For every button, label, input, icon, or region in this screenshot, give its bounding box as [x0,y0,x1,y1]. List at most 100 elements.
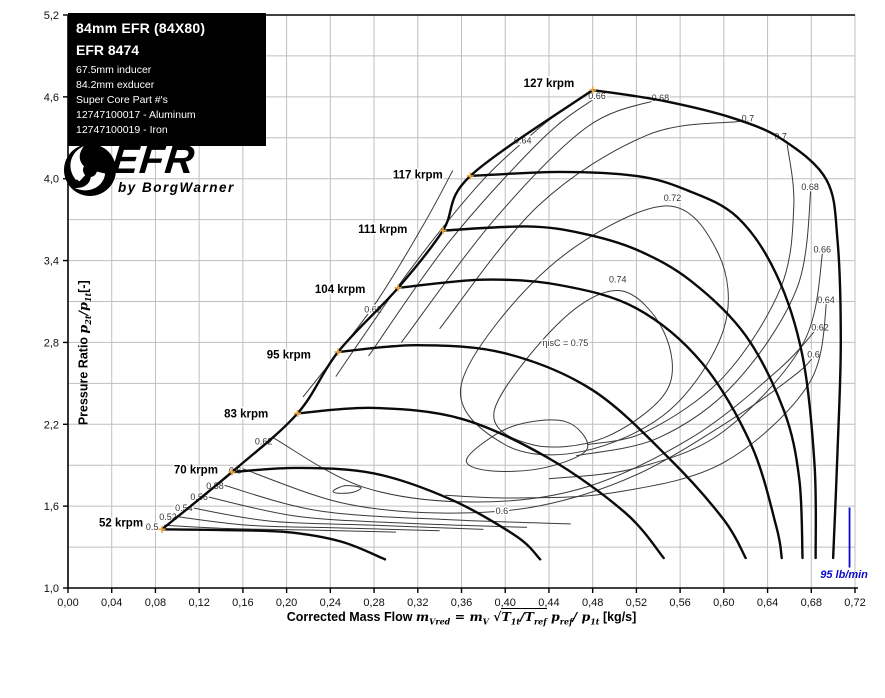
svg-text:4,6: 4,6 [44,92,59,104]
svg-text:111 krpm: 111 krpm [358,224,407,236]
contour-0.75: ηisC = 0.75 [465,337,590,472]
x-axis-title: Corrected Mass Flow mVred = mV √T1t/Tref… [286,608,637,627]
title-line-inducer: 67.5mm inducer [76,64,152,76]
y-axis-title: Pressure Ratio p2t/p1t[-] [75,280,93,426]
svg-text:0,56: 0,56 [669,597,690,609]
svg-text:3,4: 3,4 [44,256,59,268]
svg-text:2,2: 2,2 [44,419,59,431]
svg-text:117 krpm: 117 krpm [393,170,443,182]
surge-point-marker [439,227,447,235]
title-line-aluminum: 12747100017 - Aluminum [76,109,196,121]
svg-text:0,44: 0,44 [538,597,559,609]
y-axis-unit: [-] [76,280,91,293]
speed-lines: 52 krpm 70 krpm 83 krpm 95 krpm 104 krpm 111 … [97,77,842,561]
speed-line-52krpm: 52 krpm [97,516,387,561]
contour-0.72: 0.72 [459,191,729,456]
surge-point-marker [466,172,474,180]
contour-0.54: 0.54 [174,501,484,530]
speed-line-104krpm: 104 krpm [313,278,783,560]
svg-text:95 krpm: 95 krpm [267,350,311,362]
speed-line-127krpm: 127 krpm [522,77,842,560]
borgwarner-byline: by BorgWarner [118,180,235,195]
surge-point-marker [158,525,166,533]
svg-text:0,48: 0,48 [582,597,603,609]
svg-text:0.54: 0.54 [175,503,193,513]
svg-text:70 krpm: 70 krpm [174,464,218,476]
svg-text:0.62: 0.62 [364,305,382,315]
svg-text:4,0: 4,0 [44,174,59,186]
contour-0.68: 0.680.68 [400,92,820,457]
svg-text:0.72: 0.72 [664,193,682,203]
x-axis-title-text: Corrected Mass Flow [286,610,416,624]
svg-text:127 krpm: 127 krpm [524,78,575,90]
svg-text:0,00: 0,00 [57,597,78,609]
svg-text:0.66: 0.66 [813,245,831,255]
title-line-part: EFR 8474 [76,42,140,58]
svg-text:0,72: 0,72 [844,597,865,609]
surge-point-marker [589,86,597,94]
svg-text:0.6: 0.6 [807,350,820,360]
contour-0.64: 0.64 0.64 [335,110,836,499]
surge-point-marker [228,468,236,476]
contour-0.58: 0.58 [205,479,571,525]
surge-point-marker [334,348,342,356]
svg-text:0,60: 0,60 [713,597,734,609]
efr-borgwarner-logo: EFR by BorgWarner [60,138,240,202]
svg-text:0.62: 0.62 [255,436,273,446]
x-axis-tick-labels: 0,00 0,04 0,08 0,12 0,16 0,20 0,24 0,28 0,32 0,36… [57,588,866,609]
svg-text:0,20: 0,20 [276,597,297,609]
surge-point-marker [294,409,302,417]
svg-text:83 krpm: 83 krpm [224,408,268,420]
title-line-iron: 12747100019 - Iron [76,124,168,136]
title-line-model: 84mm EFR (84X80) [76,20,206,36]
efficiency-contours: 0.50.520.540.560.580.60.60.60.620.620.62… [144,90,836,534]
speed-line-70krpm: 70 krpm [172,463,542,561]
contour-0.5: 0.5 [144,521,396,534]
svg-text:5,2: 5,2 [44,10,59,22]
contour-0.6: 0.60.60.6 [227,348,821,517]
svg-text:0,32: 0,32 [407,597,428,609]
svg-text:0,08: 0,08 [145,597,166,609]
speed-line-95krpm: 95 krpm [265,343,747,560]
compressor-map-chart: 0,00 0,04 0,08 0,12 0,16 0,20 0,24 0,28 0,32 0,36… [44,10,868,609]
choke-flow-limit-label: 95 lb/min [820,569,868,581]
contour-0.62: 0.62 0.62 0.62 [253,170,830,503]
contour-0.52: 0.52 [158,511,440,532]
svg-text:0.64: 0.64 [514,136,532,146]
svg-text:0,52: 0,52 [626,597,647,609]
grid [68,15,856,588]
compressor-wheel-swirl-icon [64,144,116,196]
title-line-exducer: 84.2mm exducer [76,79,155,91]
svg-text:0,64: 0,64 [757,597,778,609]
svg-text:ηisC = 0.75: ηisC = 0.75 [542,338,588,348]
speed-line-83krpm: 83 krpm [223,406,665,560]
svg-text:0,12: 0,12 [188,597,209,609]
y-axis-title-text: Pressure Ratio [76,333,91,426]
svg-text:2,8: 2,8 [44,337,59,349]
svg-text:0,28: 0,28 [363,597,384,609]
contour-0.66: 0.660.66 [368,90,832,480]
title-line-supercore: Super Core Part #'s [76,94,168,106]
svg-text:0.5: 0.5 [146,522,159,532]
svg-text:0,16: 0,16 [232,597,253,609]
svg-text:0.6: 0.6 [496,506,509,516]
svg-text:52 krpm: 52 krpm [99,518,143,530]
surge-point-marker [394,284,402,292]
speed-line-117krpm: 117 krpm [391,168,818,560]
svg-text:1,6: 1,6 [44,501,59,513]
svg-text:1,0: 1,0 [44,583,59,595]
svg-text:0.62: 0.62 [811,322,829,332]
speed-line-111krpm: 111 krpm [357,223,804,560]
y-axis-tick-labels: 1,0 1,6 2,2 2,8 3,4 4,0 4,6 5,2 [44,10,68,595]
svg-text:0,04: 0,04 [101,597,122,609]
svg-text:0,36: 0,36 [451,597,472,609]
title-block: 84mm EFR (84X80) EFR 8474 67.5mm inducer… [68,13,266,146]
svg-text:0.64: 0.64 [817,295,835,305]
svg-text:0.74: 0.74 [609,275,627,285]
svg-text:0.68: 0.68 [801,182,819,192]
svg-text:0,24: 0,24 [320,597,341,609]
efr-logo-text: EFR [109,138,198,182]
svg-text:104 krpm: 104 krpm [315,284,366,296]
x-axis-unit: [kg/s] [599,610,637,624]
